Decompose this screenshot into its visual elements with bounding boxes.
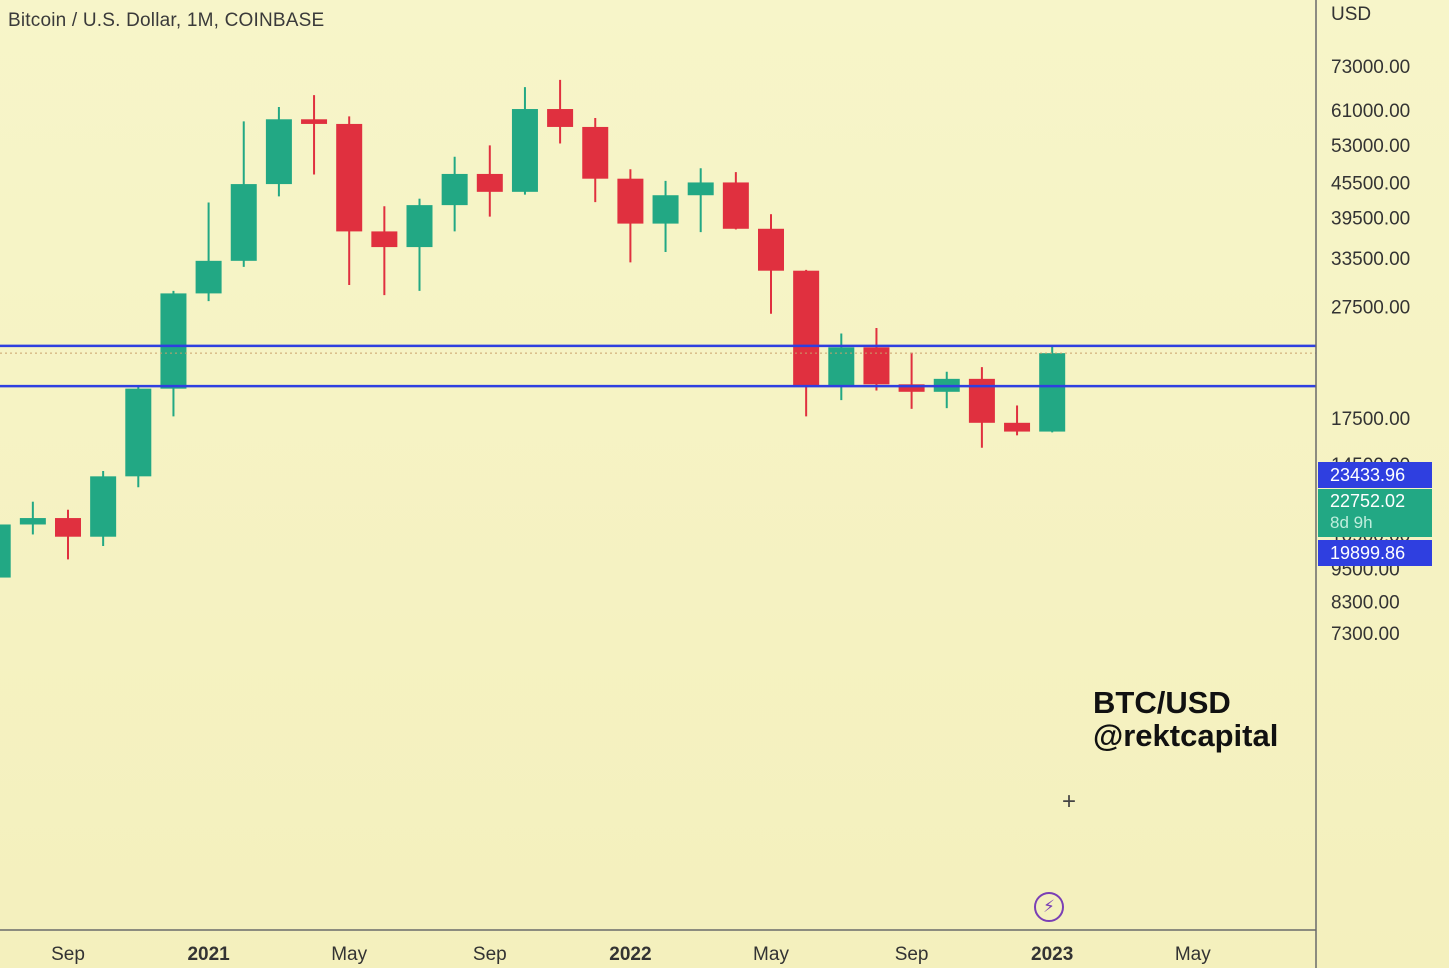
candle-body <box>722 182 749 229</box>
candle <box>90 471 117 547</box>
x-tick-label: 2023 <box>1031 944 1073 965</box>
y-tick-label: 73000.00 <box>1331 57 1410 78</box>
y-tick-label: 39500.00 <box>1331 208 1410 229</box>
candle <box>336 116 363 286</box>
candle-body <box>195 260 222 294</box>
candle <box>1004 405 1031 436</box>
candle <box>265 107 292 197</box>
candle <box>863 328 890 391</box>
candle <box>195 202 222 302</box>
watermark: BTC/USD @rektcapital <box>1093 686 1278 752</box>
x-tick-label: May <box>1175 944 1211 965</box>
resistance-level-badge: 23433.96 <box>1318 462 1432 488</box>
x-tick-label: Sep <box>473 944 507 965</box>
candle <box>19 501 46 535</box>
candle <box>301 95 328 175</box>
candle-body <box>406 205 433 248</box>
y-tick-label: 27500.00 <box>1331 297 1410 318</box>
candle-body <box>301 119 328 124</box>
candle-body <box>687 182 714 196</box>
candle-body <box>19 518 46 525</box>
axis-layer: 73000.00 61000.00 53000.00 45500.00 39500.00… <box>0 0 1410 968</box>
candle-body <box>441 173 468 206</box>
candle-body <box>371 231 398 248</box>
candle <box>476 145 503 217</box>
candle <box>687 168 714 233</box>
x-tick-label: May <box>331 944 367 965</box>
current-price-value: 22752.02 <box>1330 491 1406 511</box>
candle-body <box>55 518 81 537</box>
lightning-icon[interactable]: ⚡︎ <box>1034 892 1064 922</box>
candle-body <box>758 228 784 271</box>
x-tick-label: May <box>753 944 789 965</box>
candle <box>547 79 574 144</box>
candle <box>406 198 433 291</box>
candle <box>371 206 398 296</box>
candle-body <box>90 476 117 537</box>
x-tick-label: 2022 <box>609 944 651 965</box>
y-tick-label: 33500.00 <box>1331 249 1410 270</box>
current-price-badge: 22752.02 8d 9h <box>1318 489 1432 537</box>
y-tick-label: 7300.00 <box>1331 624 1400 645</box>
watermark-author: @rektcapital <box>1093 718 1279 753</box>
x-tick-label: 2021 <box>187 944 230 965</box>
crosshair-icon: + <box>1062 788 1077 815</box>
candle-body <box>793 270 820 387</box>
x-tick-label: Sep <box>895 944 929 965</box>
y-tick-label: 61000.00 <box>1331 101 1410 122</box>
candle-body <box>476 173 503 192</box>
candle <box>898 352 925 409</box>
candle <box>230 121 257 267</box>
candle <box>758 214 784 314</box>
candle <box>125 386 152 488</box>
candle-body <box>230 184 257 261</box>
candle-body <box>898 384 925 392</box>
candle <box>582 118 609 203</box>
candle <box>652 180 679 253</box>
bar-countdown: 8d 9h <box>1330 513 1373 532</box>
watermark-pair: BTC/USD <box>1093 685 1231 720</box>
y-tick-label: 17500.00 <box>1331 409 1410 430</box>
support-level-badge: 19899.86 <box>1318 540 1432 566</box>
symbol-title: Bitcoin / U.S. Dollar, 1M, COINBASE <box>8 10 325 31</box>
candle-body <box>617 178 644 224</box>
candle <box>441 156 468 232</box>
candle <box>160 290 187 417</box>
y-tick-label: 53000.00 <box>1331 136 1410 157</box>
candle-body <box>547 109 574 127</box>
y-tick-label: 45500.00 <box>1331 173 1410 194</box>
candle <box>828 333 855 401</box>
candle <box>933 371 960 409</box>
candle <box>55 509 81 560</box>
candle-body <box>1004 422 1031 432</box>
candle-body <box>125 388 152 477</box>
candle-body <box>828 347 855 387</box>
candle-body <box>1039 353 1066 432</box>
candle <box>722 172 749 230</box>
candle-body <box>652 195 679 224</box>
candle-body <box>265 119 292 185</box>
candle <box>0 524 11 578</box>
candle <box>793 269 820 417</box>
currency-label: USD <box>1331 4 1372 25</box>
candle-body <box>582 126 609 179</box>
candle <box>511 87 538 195</box>
candle <box>968 367 995 448</box>
candle-body <box>511 109 538 192</box>
candle-body <box>0 524 11 578</box>
candles-layer <box>0 79 1066 578</box>
candle <box>617 169 644 263</box>
candle-body <box>160 293 187 389</box>
y-tick-label: 8300.00 <box>1331 593 1400 614</box>
candle-body <box>336 123 363 232</box>
levels-layer <box>0 344 1316 388</box>
x-tick-label: Sep <box>51 944 85 965</box>
candle <box>1039 345 1066 433</box>
